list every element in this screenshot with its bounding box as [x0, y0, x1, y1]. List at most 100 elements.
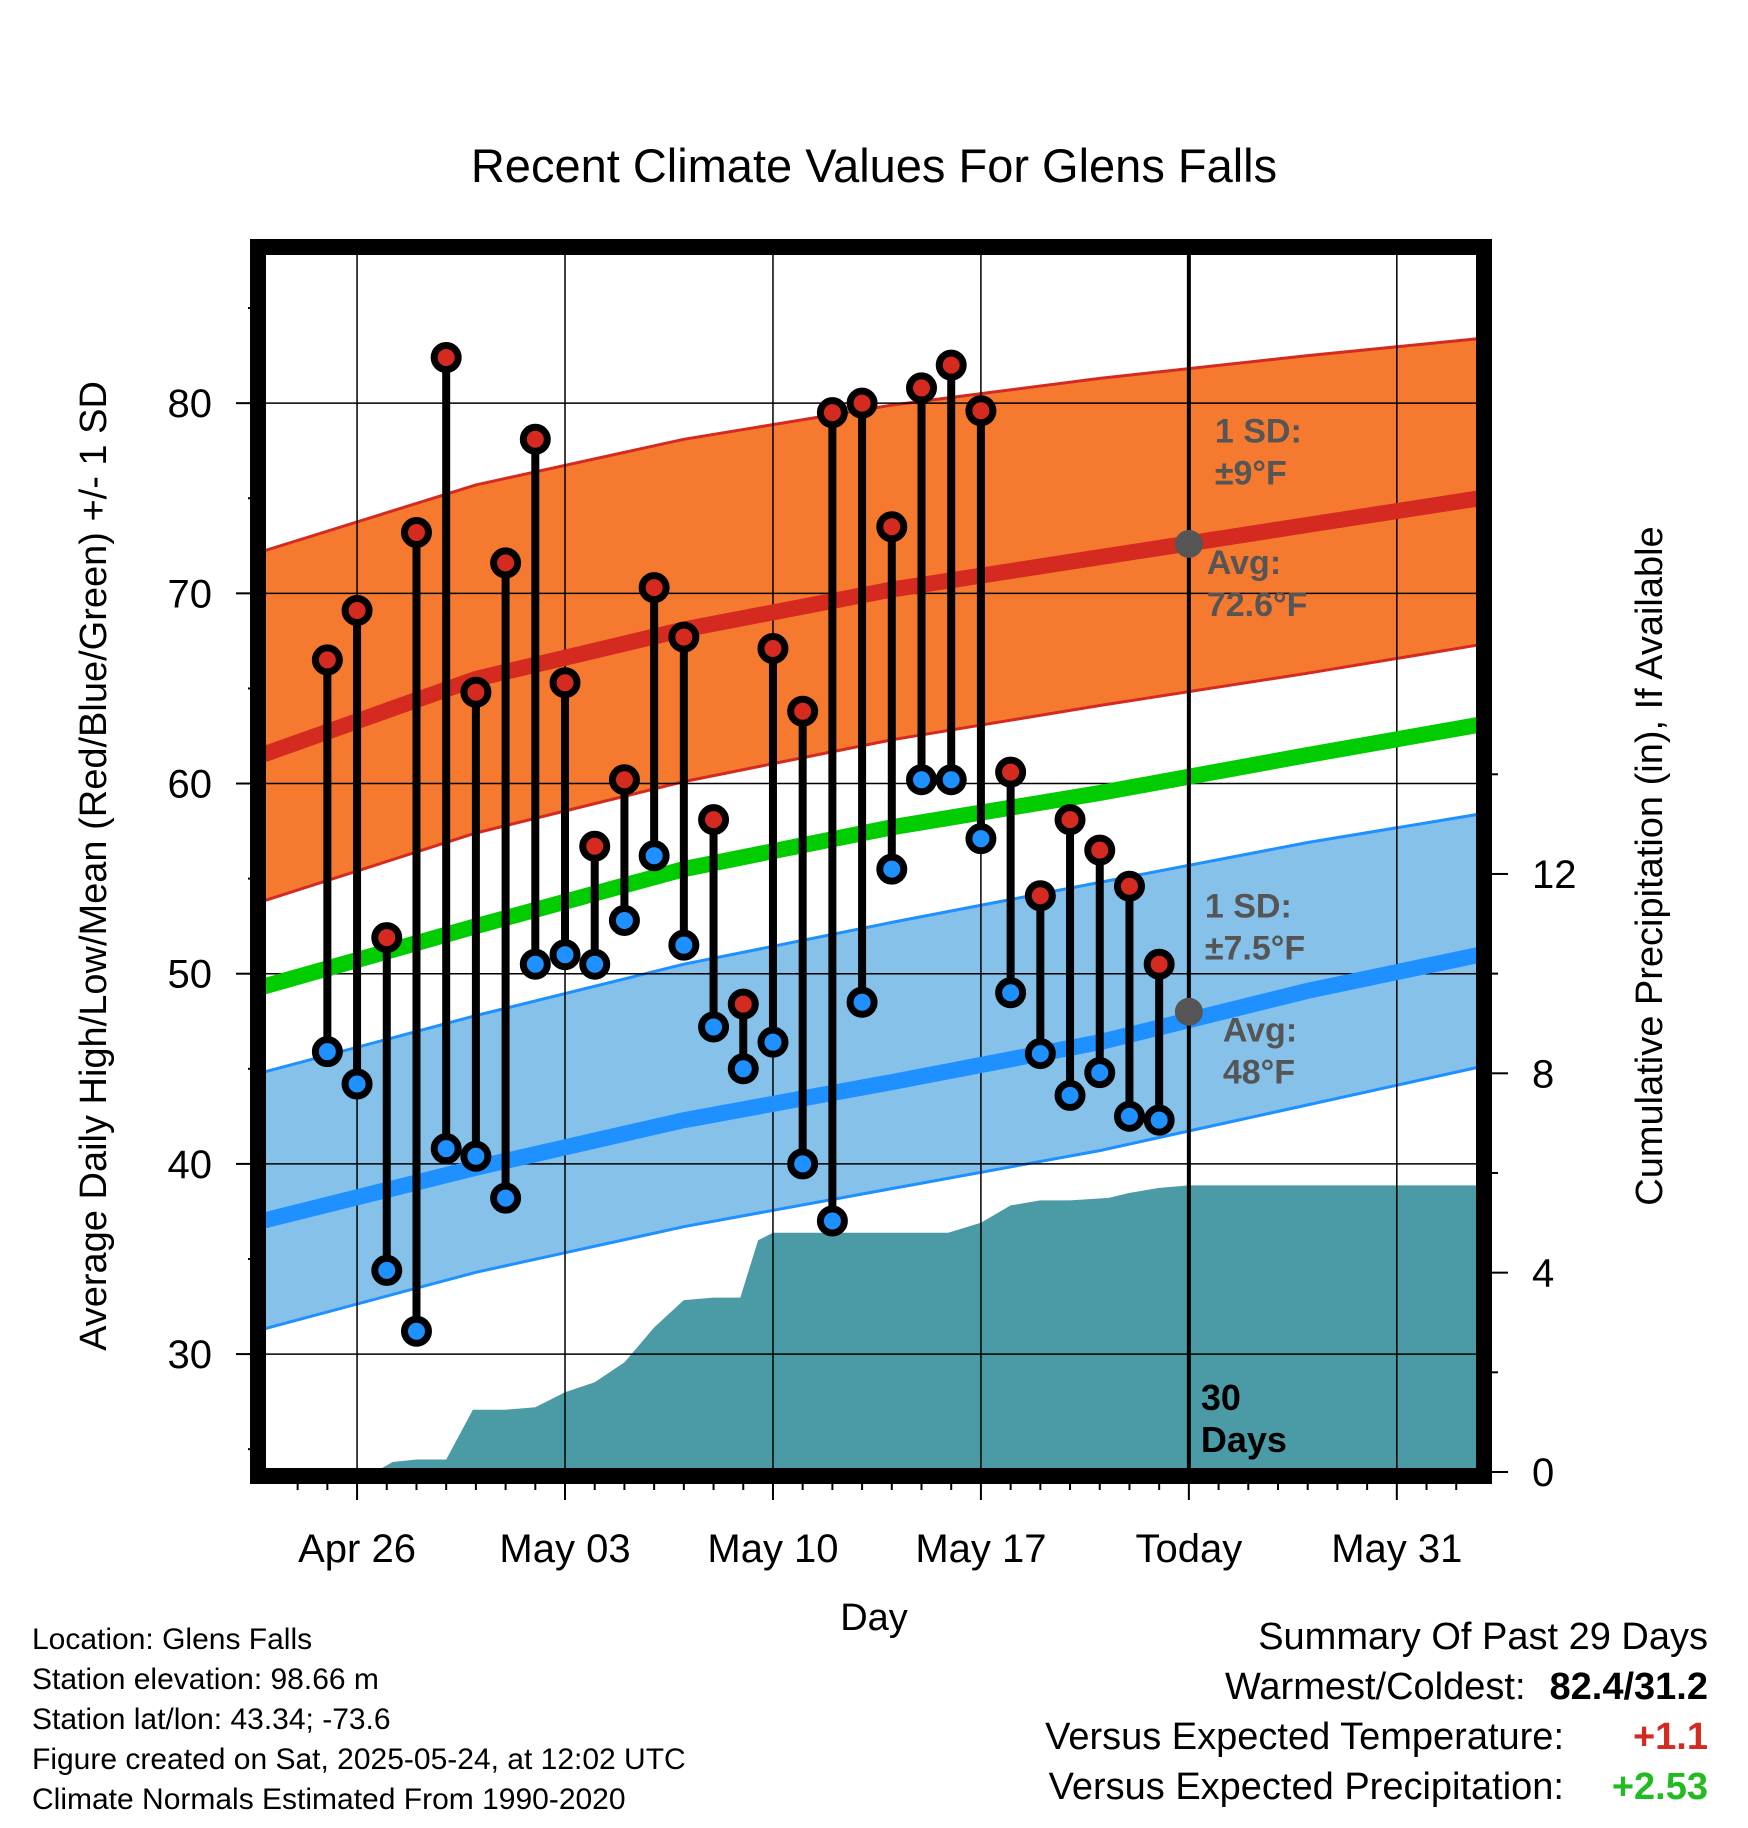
high-sd-label: 1 SD: [1215, 413, 1302, 451]
daily-high-marker [668, 621, 700, 653]
summary-precip-row: Versus Expected Precipitation: +2.53 [1045, 1762, 1708, 1812]
daily-low-marker [1143, 1104, 1175, 1136]
daily-low-marker [579, 948, 611, 980]
y-tick-label: 30 [168, 1333, 213, 1377]
warmest-value: 82.4/31.2 [1549, 1666, 1708, 1708]
low-lower-line [261, 1065, 1481, 1331]
daily-low-marker [341, 1068, 373, 1100]
low-avg-label: Avg: [1223, 1012, 1297, 1050]
daily-high-marker [1113, 870, 1145, 902]
created-text: Figure created on Sat, 2025-05-24, at 12… [32, 1743, 686, 1776]
high-upper-line [261, 337, 1481, 553]
summary-panel: Summary Of Past 29 Days Warmest/Coldest:… [1045, 1612, 1708, 1812]
daily-low-marker [1084, 1057, 1116, 1089]
y-tick-label: 70 [168, 572, 213, 616]
daily-high-marker [460, 676, 492, 708]
daily-low-marker [935, 764, 967, 796]
daily-high-marker [816, 397, 848, 429]
daily-high-marker [876, 511, 908, 543]
y-tick-label: 60 [168, 763, 213, 807]
daily-low-marker [519, 948, 551, 980]
summary-temp-row: Versus Expected Temperature: +1.1 [1045, 1712, 1708, 1762]
y2-tick-label: 12 [1532, 853, 1577, 897]
daily-high-marker [490, 547, 522, 579]
daily-high-marker [935, 349, 967, 381]
plot-frame [250, 239, 1492, 1484]
y-axis-label: Average Daily High/Low/Mean (Red/Blue/Gr… [73, 381, 115, 1351]
daily-low-marker [787, 1148, 819, 1180]
x-tick-label: Today [1135, 1527, 1242, 1571]
today-low-avg-point [1174, 997, 1203, 1026]
daily-high-marker [1084, 834, 1116, 866]
daily-low-marker [638, 840, 670, 872]
daily-high-marker [757, 632, 789, 664]
low-sd-value: ±7.5°F [1205, 929, 1305, 967]
y2-axis-label: Cumulative Precipitation (in), If Availa… [1629, 526, 1671, 1205]
daily-high-marker [341, 594, 373, 626]
x-tick-label: May 31 [1331, 1527, 1462, 1571]
daily-low-marker [668, 929, 700, 961]
today-days-label: 30 [1201, 1377, 1241, 1418]
daily-low-marker [430, 1133, 462, 1165]
daily-low-marker [698, 1011, 730, 1043]
warmest-label: Warmest/Coldest: [1224, 1666, 1526, 1708]
chart-title: Recent Climate Values For Glens Falls [471, 139, 1277, 192]
today-days-label: Days [1201, 1419, 1287, 1460]
precip-value: +2.53 [1611, 1766, 1708, 1808]
location-text: Location: Glens Falls [32, 1623, 313, 1656]
y-tick-label: 40 [168, 1143, 213, 1187]
latlon-text: Station lat/lon: 43.34; -73.6 [32, 1703, 391, 1736]
y2-tick-label: 4 [1532, 1252, 1554, 1296]
daily-low-marker [906, 764, 938, 796]
daily-low-marker [876, 853, 908, 885]
daily-low-marker [757, 1026, 789, 1058]
low-sd-band [262, 814, 1480, 1330]
x-tick-label: May 03 [499, 1527, 630, 1571]
daily-high-marker [549, 667, 581, 699]
daily-low-marker [727, 1053, 759, 1085]
today-high-avg-point [1174, 529, 1203, 558]
daily-low-marker [608, 904, 640, 936]
daily-low-marker [490, 1182, 522, 1214]
daily-high-marker [400, 516, 432, 548]
daily-high-marker [579, 830, 611, 862]
daily-low-marker [460, 1140, 492, 1172]
station-info: Location: Glens Falls Station elevation:… [32, 1620, 686, 1820]
low-sd-label: 1 SD: [1205, 887, 1292, 925]
daily-low-marker [846, 986, 878, 1018]
daily-high-marker [965, 395, 997, 427]
y-tick-label: 50 [168, 953, 213, 997]
precip-label: Versus Expected Precipitation: [1048, 1766, 1564, 1808]
y-tick-label: 80 [168, 382, 213, 426]
daily-low-marker [965, 823, 997, 855]
x-axis-label: Day [840, 1597, 908, 1639]
daily-low-marker [995, 977, 1027, 1009]
x-tick-label: May 10 [707, 1527, 838, 1571]
daily-low-marker [1024, 1038, 1056, 1070]
y2-tick-label: 0 [1532, 1451, 1554, 1495]
daily-high-marker [638, 572, 670, 604]
daily-high-marker [371, 922, 403, 954]
daily-low-marker [371, 1254, 403, 1286]
daily-high-marker [906, 372, 938, 404]
daily-low-marker [1113, 1100, 1145, 1132]
daily-high-marker [1054, 804, 1086, 836]
daily-high-marker [698, 804, 730, 836]
temp-value: +1.1 [1632, 1716, 1708, 1758]
temp-label: Versus Expected Temperature: [1045, 1716, 1564, 1758]
plot-area: 1 SD: ±9°F Avg: 72.6°F 1 SD: ±7.5°F Avg: 48°F 30… [168, 239, 1577, 1571]
daily-high-marker [430, 342, 462, 374]
daily-high-marker [519, 423, 551, 455]
high-avg-value: 72.6°F [1207, 586, 1308, 624]
daily-high-marker [727, 988, 759, 1020]
daily-low-marker [816, 1205, 848, 1237]
daily-low-marker [549, 939, 581, 971]
daily-high-marker [846, 387, 878, 419]
daily-high-marker [787, 695, 819, 727]
x-tick-label: Apr 26 [298, 1527, 416, 1571]
daily-high-marker [311, 644, 343, 676]
daily-low-marker [1054, 1079, 1086, 1111]
high-avg-label: Avg: [1207, 544, 1281, 582]
daily-low-marker [400, 1315, 432, 1347]
